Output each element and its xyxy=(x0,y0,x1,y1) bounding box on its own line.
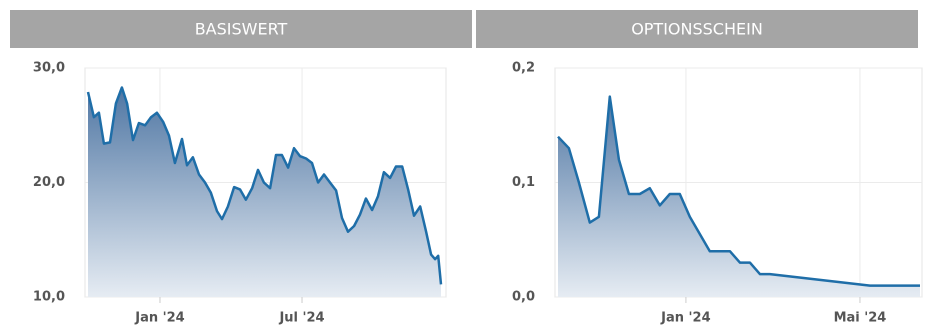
header-title: OPTIONSSCHEIN xyxy=(631,20,763,39)
line xyxy=(86,86,443,285)
y-tick-label: 0,1 xyxy=(512,175,535,190)
line xyxy=(557,95,920,287)
x-tick-label: Mai '24 xyxy=(834,311,887,326)
header-bar xyxy=(10,10,472,48)
header-bar xyxy=(476,10,918,48)
y-tick-label: 30,0 xyxy=(33,61,65,76)
area-fill xyxy=(558,96,920,297)
y-tick-label: 20,0 xyxy=(33,175,65,190)
header-title: BASISWERT xyxy=(195,20,288,39)
y-tick-label: 10,0 xyxy=(33,290,65,305)
x-tick-label: Jul '24 xyxy=(278,311,324,326)
y-tick-label: 0,2 xyxy=(512,61,535,76)
x-tick-label: Jan '24 xyxy=(134,311,184,326)
y-tick-label: 0,0 xyxy=(512,290,535,305)
x-tick-label: Jan '24 xyxy=(660,311,710,326)
area-fill xyxy=(88,87,441,297)
